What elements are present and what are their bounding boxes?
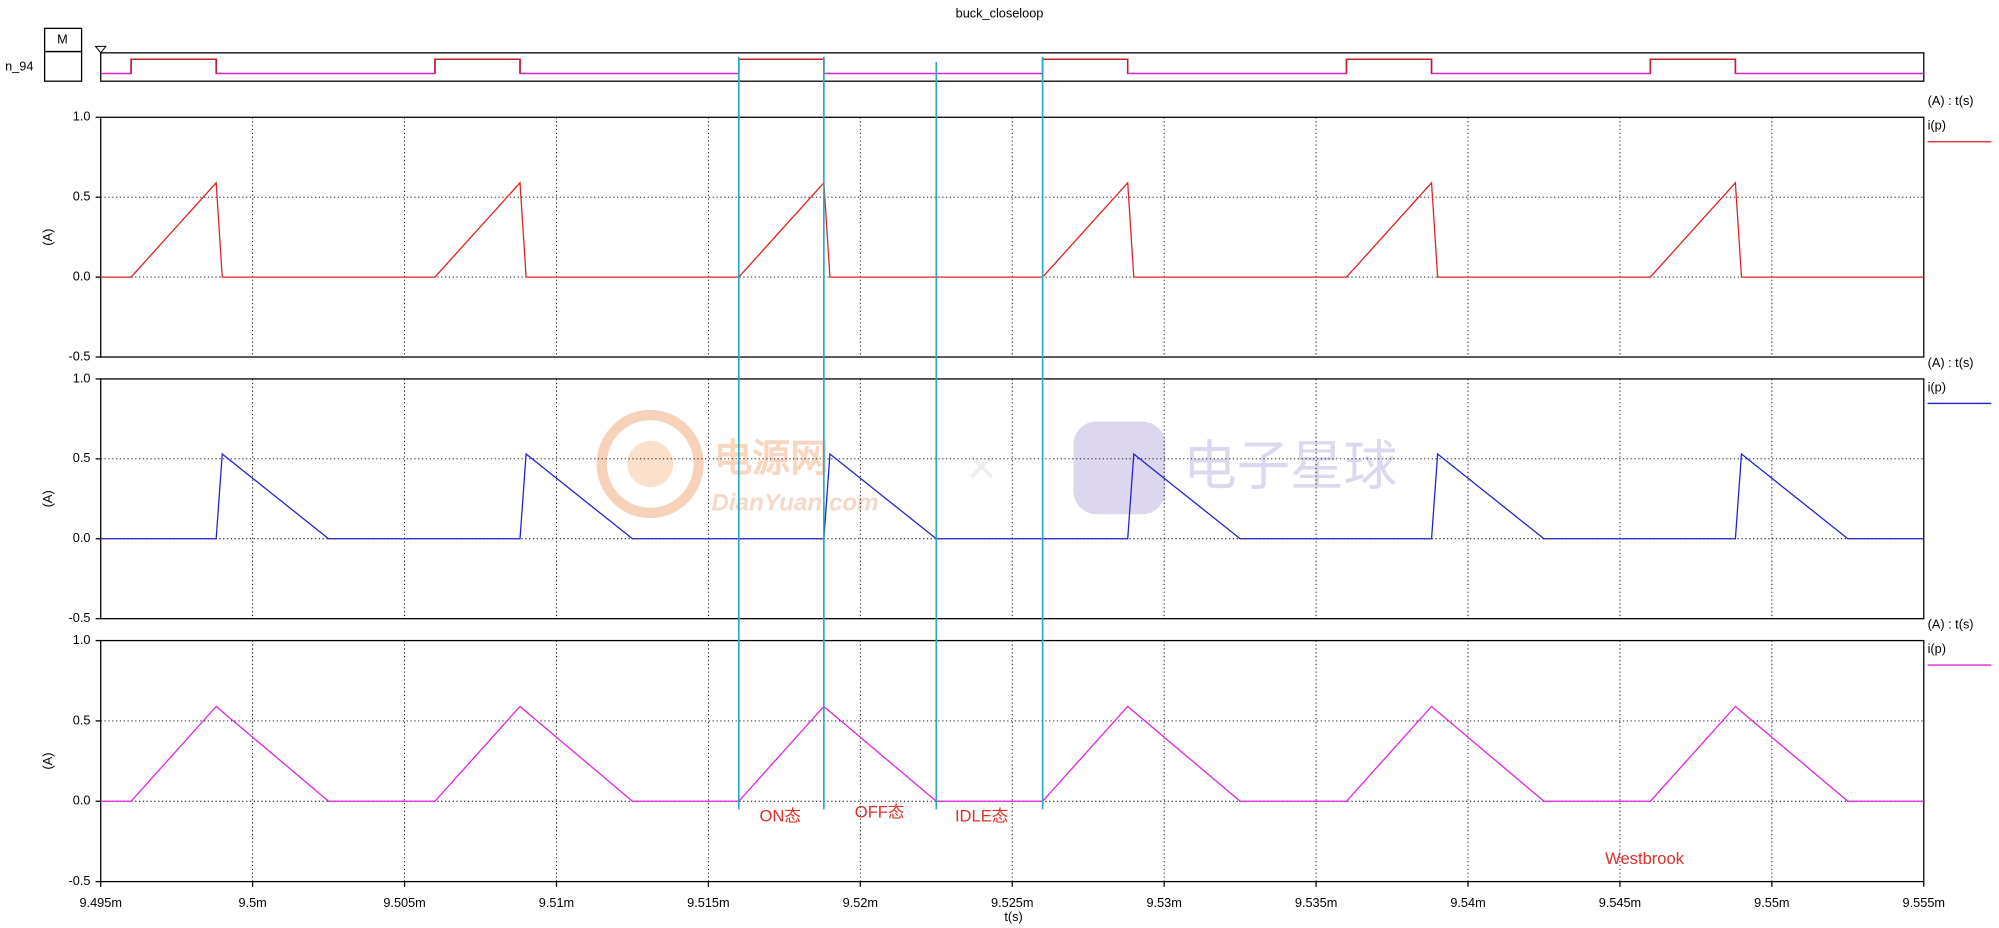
- y-axis-label: (A): [40, 753, 55, 770]
- y-tick-label: 0.0: [73, 793, 91, 808]
- watermark-logo: [627, 440, 674, 488]
- annotation: OFF态: [855, 803, 905, 822]
- x-tick-label: 9.52m: [843, 895, 878, 910]
- x-tick-label: 9.5m: [238, 895, 266, 910]
- watermark-logo: [596, 409, 704, 519]
- x-tick-label: 9.55m: [1754, 895, 1789, 910]
- y-tick-label: -0.5: [69, 610, 91, 625]
- watermark-logo: [1073, 421, 1166, 515]
- x-tick-label: 9.515m: [687, 895, 729, 910]
- legend-label: i(p): [1928, 118, 1946, 133]
- box-label: M: [57, 31, 68, 46]
- legend-header: (A) : t(s): [1928, 355, 1974, 370]
- plot-frame: [100, 116, 1925, 358]
- legend-header: (A) : t(s): [1928, 93, 1974, 108]
- x-tick-label: 9.51m: [539, 895, 574, 910]
- series-line: [100, 705, 1924, 802]
- cursor-marker: [94, 45, 107, 54]
- y-tick-label: 0.0: [73, 268, 91, 283]
- annotation: ON态: [760, 807, 801, 826]
- y-tick-label: 0.5: [73, 450, 91, 465]
- x-tick-label: 9.525m: [991, 895, 1033, 910]
- y-tick-label: 1.0: [73, 109, 91, 124]
- watermark: DianYuan.com: [711, 489, 878, 516]
- watermark: ×: [967, 438, 997, 495]
- watermark: 电子星球: [1183, 436, 1397, 496]
- x-tick-label: 9.53m: [1146, 895, 1181, 910]
- trace-label: n_94: [5, 58, 33, 73]
- y-tick-label: -0.5: [69, 873, 91, 888]
- x-tick-label: 9.545m: [1599, 895, 1641, 910]
- y-tick-label: 0.5: [73, 712, 91, 727]
- y-axis-label: (A): [40, 490, 55, 507]
- annotation: IDLE态: [955, 807, 1008, 826]
- y-tick-label: 1.0: [73, 632, 91, 647]
- y-axis-label: (A): [40, 229, 55, 246]
- x-tick-label: 9.495m: [79, 895, 121, 910]
- trace-box: [43, 50, 83, 82]
- x-tick-label: 9.535m: [1295, 895, 1337, 910]
- y-tick-label: 0.0: [73, 530, 91, 545]
- legend-label: i(p): [1928, 641, 1946, 656]
- series-line: [100, 452, 1924, 540]
- legend-label: i(p): [1928, 379, 1946, 394]
- y-tick-label: 0.5: [73, 189, 91, 204]
- digital-trace: [100, 58, 1924, 75]
- plot-frame: [100, 378, 1925, 620]
- y-tick-label: -0.5: [69, 348, 91, 363]
- x-axis-label: t(s): [1004, 909, 1022, 924]
- x-tick-label: 9.505m: [383, 895, 425, 910]
- legend-header: (A) : t(s): [1928, 616, 1974, 631]
- annotation: Westbrook: [1605, 849, 1685, 868]
- digital-trace-high: [130, 58, 1737, 74]
- x-tick-label: 9.555m: [1903, 895, 1945, 910]
- x-tick-label: 9.54m: [1450, 895, 1485, 910]
- chart-title: buck_closeloop: [956, 6, 1044, 21]
- plot-frame: [100, 52, 1925, 82]
- y-tick-label: 1.0: [73, 370, 91, 385]
